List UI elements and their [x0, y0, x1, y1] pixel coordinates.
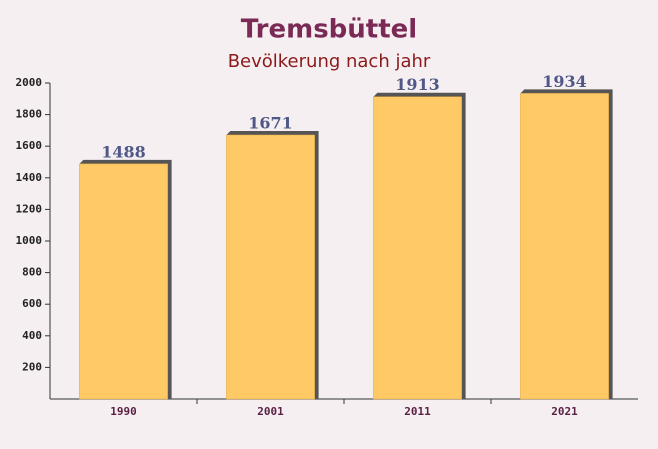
bar	[373, 96, 462, 400]
y-tick-label: 2000	[16, 76, 43, 89]
value-label: 1671	[248, 113, 293, 132]
value-label: 1934	[542, 72, 587, 91]
y-tick-label: 200	[22, 360, 42, 373]
value-label: 1913	[395, 75, 440, 94]
y-tick-label: 1000	[16, 234, 43, 247]
x-tick-label: 2001	[257, 405, 284, 418]
x-tick-label: 2011	[404, 405, 431, 418]
value-label: 1488	[101, 142, 146, 161]
y-tick-label: 1600	[16, 139, 43, 152]
y-tick-label: 1200	[16, 202, 43, 215]
chart-subtitle: Bevölkerung nach jahr	[228, 51, 431, 72]
bar	[520, 93, 609, 400]
chart-title: Tremsbüttel	[241, 15, 417, 45]
y-tick-label: 1400	[16, 171, 43, 184]
y-tick-label: 400	[22, 329, 42, 342]
y-tick-label: 800	[22, 266, 42, 279]
y-tick-label: 600	[22, 297, 42, 310]
x-tick-label: 2021	[551, 405, 578, 418]
x-tick-label: 1990	[110, 405, 137, 418]
bar	[79, 163, 168, 400]
bar	[226, 134, 315, 400]
y-tick-label: 1800	[16, 108, 43, 121]
